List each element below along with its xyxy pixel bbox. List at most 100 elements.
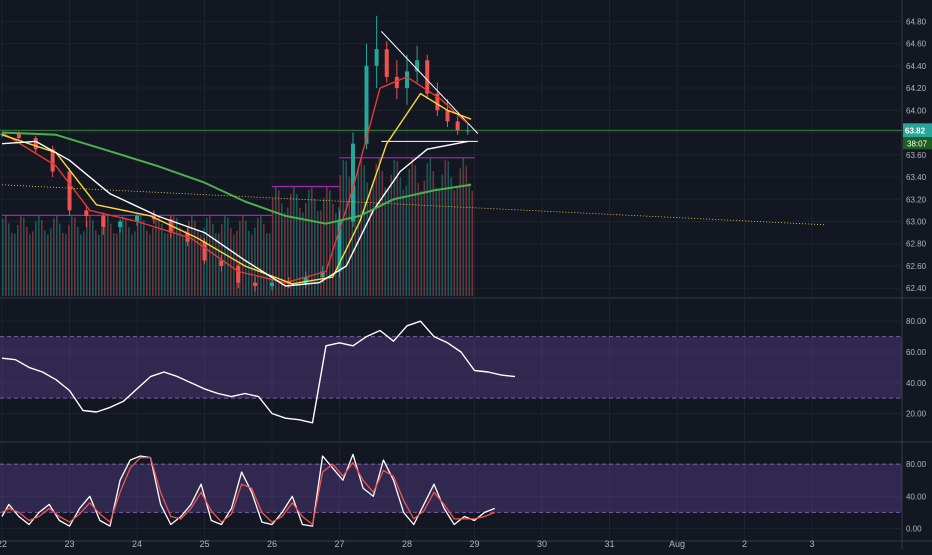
volume-bar [80,234,82,296]
volume-bar [420,190,423,296]
volume-bar [366,182,369,296]
candle-body[interactable] [394,76,399,89]
volume-bar [212,224,214,296]
candle-body[interactable] [320,271,325,278]
candle-body[interactable] [374,49,379,66]
volume-bar [444,159,447,296]
volume-bar [429,158,432,296]
date-tick-label: 2 [742,539,747,549]
volume-bar [447,161,450,296]
volume-bar [405,185,408,296]
candle-body[interactable] [118,221,123,228]
volume-bar [53,218,55,296]
candle-body[interactable] [415,60,420,72]
price-tick-label: 64.20 [906,84,927,93]
volume-bar [143,220,145,296]
volume-bar [266,233,268,296]
candle-body[interactable] [435,93,440,111]
volume-bar [296,194,298,296]
stochastic-line[interactable] [1,453,496,527]
volume-bar [86,221,88,296]
volume-bar [402,190,405,296]
volume-bar [206,217,208,296]
candle-body[interactable] [270,282,274,286]
moving-average-line[interactable] [1,140,468,287]
volume-bar [354,186,357,296]
volume-bar [122,216,124,296]
volume-bar [414,165,417,296]
candle-body[interactable] [455,121,460,131]
volume-bar [438,189,441,296]
candle-body[interactable] [337,221,342,272]
candle-body[interactable] [405,71,409,89]
candle-body[interactable] [84,210,89,216]
volume-bar [23,217,25,296]
volume-bar [14,233,16,296]
volume-bar [423,180,426,296]
volume-bar [164,233,166,296]
volume-bar [287,207,289,296]
volume-bar [456,185,459,296]
volume-bar [369,190,372,296]
moving-average-line[interactable] [1,131,472,225]
trend-line[interactable] [1,184,826,226]
candle-body[interactable] [202,241,207,261]
volume-bar [107,215,109,296]
volume-bar [167,233,169,296]
volume-bar [176,217,178,296]
volume-bar [387,189,390,296]
price-tick-label: 63.60 [906,151,927,160]
volume-bar [335,212,337,296]
line-layer[interactable] [0,31,902,527]
volume-bar [227,217,229,296]
candle-body[interactable] [364,65,369,144]
candle-body[interactable] [16,133,21,139]
volume-bar [197,230,199,296]
volume-bar [104,218,106,296]
volume-bar [260,216,262,296]
volume-bar [20,216,22,296]
volume-bar [326,187,328,296]
volume-bar [119,224,121,296]
candle-body[interactable] [384,49,389,77]
volume-bar [200,234,202,296]
date-tick-label: 29 [469,539,479,549]
volume-bar [417,182,420,296]
candle-body[interactable] [219,260,224,266]
trend-line[interactable] [380,31,479,134]
volume-bar [465,165,468,296]
volume-bar [158,215,160,296]
volume-bar [50,228,52,296]
volume-bar [396,160,399,296]
candle-body[interactable] [33,138,38,150]
rsi-tick-label: 60.00 [906,348,927,357]
volume-bar [459,168,462,296]
candle-body[interactable] [101,215,106,228]
candle-body[interactable] [0,133,4,135]
volume-bar [215,233,217,296]
candle-body[interactable] [135,215,139,222]
candle-body[interactable] [236,265,241,283]
rsi-line[interactable] [1,320,516,424]
date-tick-label: 3 [809,539,814,549]
volume-bar [209,215,211,296]
volume-bar [182,234,184,296]
candle-body[interactable] [67,171,72,211]
volume-bar [254,227,256,296]
candle-body[interactable] [50,149,55,172]
stochastic-line[interactable] [1,456,496,526]
volume-bar [393,159,396,296]
candle-body[interactable] [351,143,355,222]
candle-body[interactable] [303,277,308,284]
volume-bar [17,224,19,296]
candle-body[interactable] [253,282,258,286]
candle-body[interactable] [445,110,450,122]
moving-average-line[interactable] [1,92,472,285]
volume-bar [161,223,163,296]
volume-bar [278,190,280,296]
candle-body[interactable] [425,60,430,94]
volume-bar [263,224,265,296]
moving-average-line[interactable] [1,76,469,284]
